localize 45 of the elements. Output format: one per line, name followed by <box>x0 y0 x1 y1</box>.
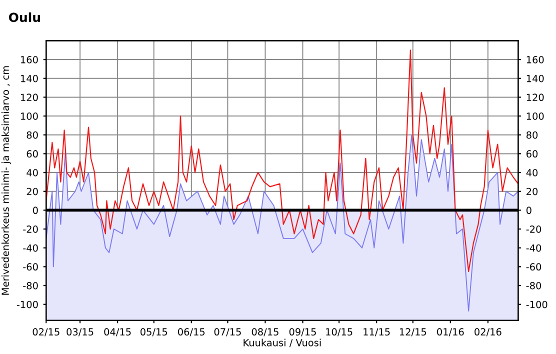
line-series <box>46 50 518 272</box>
chart-title: Oulu <box>8 12 40 22</box>
y-tick-label: 120 <box>21 94 38 102</box>
y2-tick-label: -60 <box>526 263 542 271</box>
y-tick-label: 160 <box>21 56 38 64</box>
x-tick-label: 02/15 <box>32 328 60 336</box>
x-tick-label: 11/15 <box>364 328 390 336</box>
x-tick-label: 07/15 <box>214 328 241 336</box>
y-tick-label: 0 <box>32 206 38 214</box>
y-tick-label: 80 <box>26 131 38 139</box>
y-tick-label: 100 <box>21 112 38 120</box>
y-tick-label: 140 <box>21 74 38 82</box>
y2-tick-label: 0 <box>526 206 532 214</box>
y-tick-label: 20 <box>26 188 38 196</box>
y-tick-label: -60 <box>23 263 38 271</box>
y2-tick-label: 20 <box>526 188 538 196</box>
y2-tick-label: 100 <box>526 112 544 120</box>
y2-tick-label: 120 <box>526 94 544 102</box>
y2-tick-label: 80 <box>526 131 538 139</box>
x-tick-label: 05/15 <box>140 328 168 336</box>
y2-tick-label: -100 <box>526 300 548 308</box>
x-tick-label: 09/15 <box>289 328 316 336</box>
y-axis-title: Merivedenkorkeus minimi- ja maksimiarvo , cm <box>1 66 11 295</box>
y2-tick-label: 140 <box>526 74 544 82</box>
x-tick-label: 12/15 <box>400 328 426 336</box>
y-tick-label: 60 <box>26 150 38 158</box>
y2-tick-label: 160 <box>526 56 544 64</box>
y2-tick-label: -40 <box>526 244 542 252</box>
x-tick-label: 04/15 <box>104 328 131 336</box>
y-tick-label: 40 <box>26 169 38 176</box>
y-tick-label: -20 <box>23 226 38 233</box>
x-tick-label: 03/15 <box>66 328 94 336</box>
y-tick-label: -40 <box>23 244 38 252</box>
x-tick-label: 01/16 <box>437 328 464 336</box>
y-tick-label: -100 <box>16 300 38 308</box>
y2-tick-label: 40 <box>526 169 538 176</box>
x-tick-label: 10/15 <box>326 328 352 336</box>
x-tick-label: 02/16 <box>474 328 502 336</box>
y-tick-label: -80 <box>23 282 38 290</box>
x-tick-label: 08/15 <box>252 328 278 336</box>
y2-tick-label: 60 <box>526 150 538 158</box>
y2-tick-label: -20 <box>526 226 542 233</box>
x-tick-label: 06/15 <box>178 328 205 336</box>
x-axis-title: Kuukausi / Vuosi <box>244 338 321 348</box>
y2-tick-label: -80 <box>526 282 542 290</box>
